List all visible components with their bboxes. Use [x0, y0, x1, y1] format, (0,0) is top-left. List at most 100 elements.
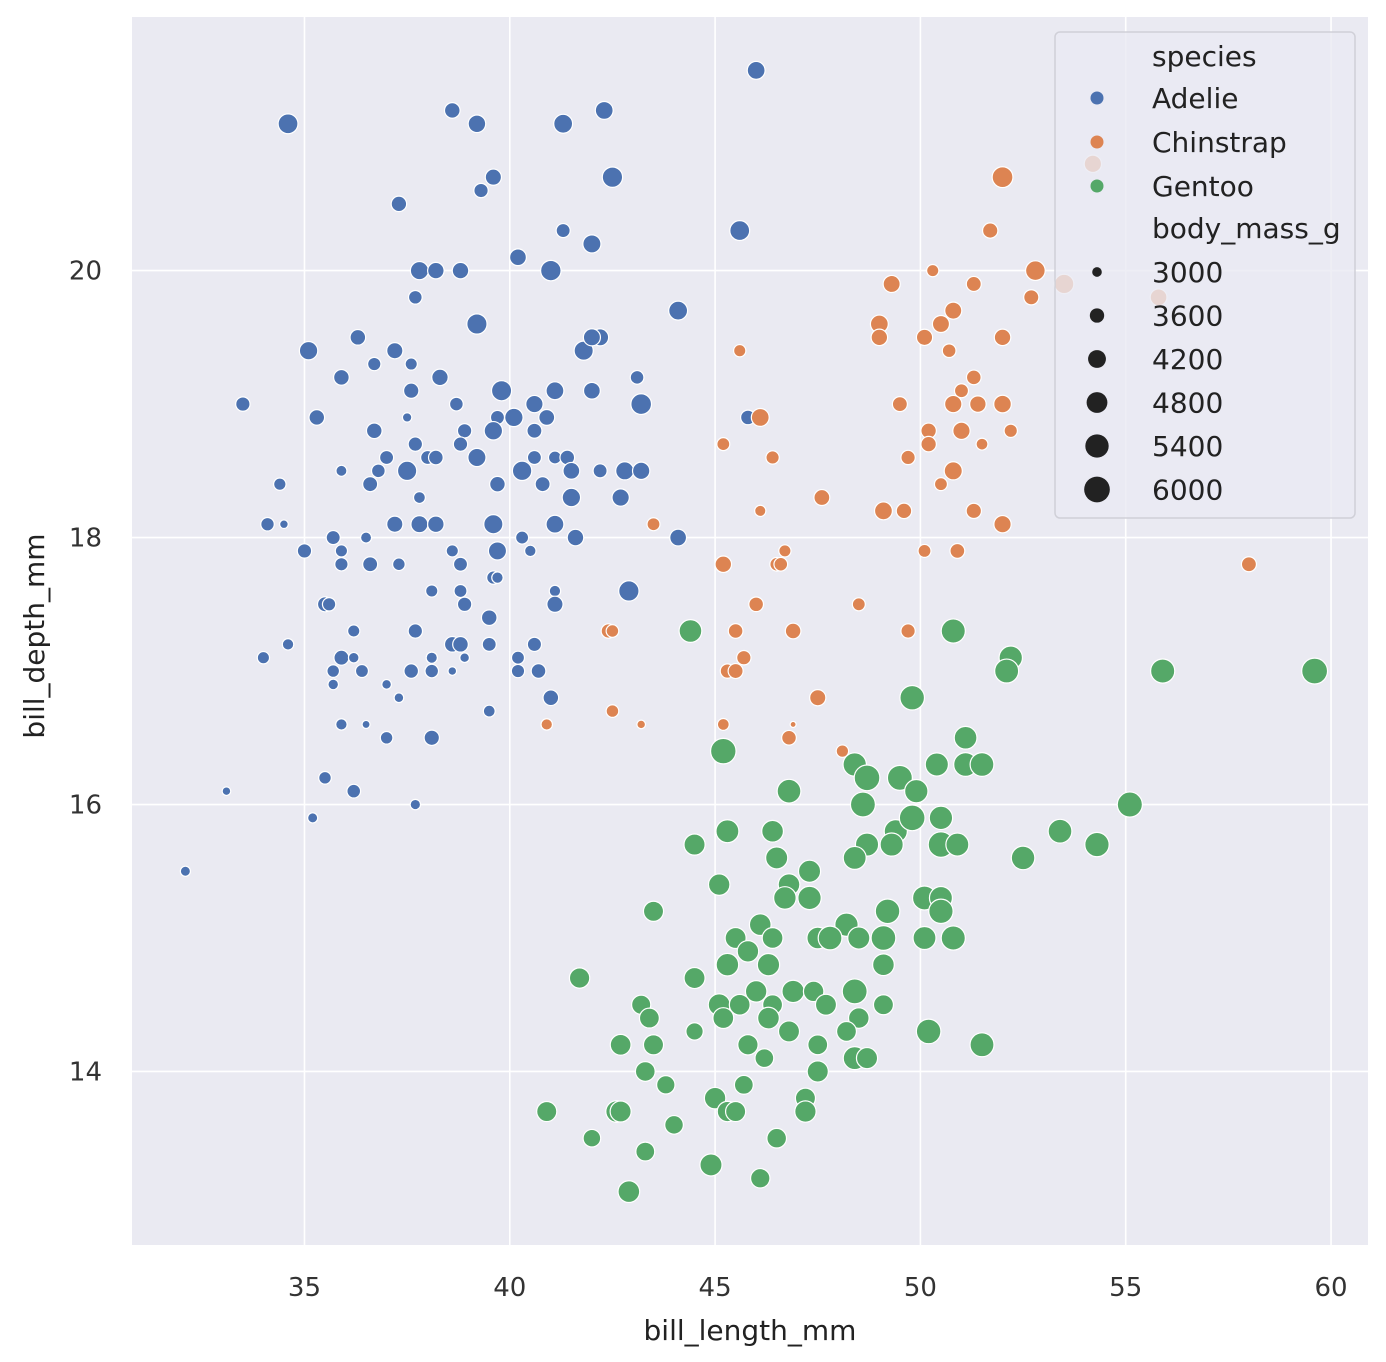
- data-point-gentoo: [609, 1033, 632, 1056]
- data-point-chinstrap: [949, 542, 966, 559]
- data-point-gentoo: [683, 966, 706, 990]
- data-point-gentoo: [715, 952, 740, 977]
- data-point-chinstrap: [931, 314, 951, 334]
- legend-size-marker: [1084, 476, 1110, 503]
- data-point-adelie: [526, 636, 543, 653]
- data-point-adelie: [582, 234, 602, 254]
- data-point-chinstrap: [773, 556, 789, 572]
- data-point-gentoo: [582, 1128, 602, 1148]
- data-point-chinstrap: [750, 407, 770, 427]
- data-point-adelie: [453, 583, 468, 599]
- data-point-gentoo: [736, 940, 760, 963]
- data-point-gentoo: [928, 898, 954, 925]
- data-point-gentoo: [724, 1100, 747, 1123]
- data-point-gentoo: [953, 725, 978, 750]
- data-point-adelie: [540, 259, 562, 282]
- data-point-adelie: [483, 420, 504, 441]
- data-point-adelie: [381, 678, 393, 690]
- data-point-gentoo: [928, 805, 954, 831]
- data-point-gentoo: [1010, 845, 1036, 871]
- data-point-adelie: [256, 650, 271, 665]
- data-point-gentoo: [879, 832, 904, 857]
- data-point-gentoo: [781, 979, 805, 1004]
- data-point-chinstrap: [1240, 556, 1258, 573]
- data-point-adelie: [555, 222, 571, 239]
- legend-size-label: 4800: [1152, 387, 1223, 420]
- x-axis-label: bill_length_mm: [644, 1314, 857, 1347]
- data-point-chinstrap: [952, 421, 971, 441]
- data-point-adelie: [631, 461, 651, 481]
- data-point-adelie: [386, 515, 404, 533]
- data-point-adelie: [179, 865, 192, 877]
- data-point-chinstrap: [733, 343, 747, 358]
- data-point-chinstrap: [882, 274, 901, 294]
- data-point-gentoo: [777, 1020, 801, 1043]
- data-point-adelie: [452, 436, 469, 452]
- data-point-gentoo: [874, 898, 901, 925]
- legend-size-label: 6000: [1152, 474, 1223, 507]
- data-point-adelie: [334, 544, 349, 558]
- data-point-adelie: [335, 718, 348, 731]
- data-point-gentoo: [1116, 791, 1143, 818]
- data-point-adelie: [427, 261, 445, 280]
- data-point-adelie: [546, 595, 564, 614]
- data-point-gentoo: [994, 658, 1020, 684]
- data-point-adelie: [615, 461, 635, 481]
- data-point-adelie: [409, 260, 430, 281]
- data-point-adelie: [298, 340, 319, 361]
- data-point-adelie: [410, 515, 429, 534]
- data-point-chinstrap: [748, 596, 765, 613]
- legend-size-label: 5400: [1152, 430, 1223, 463]
- data-point-gentoo: [853, 764, 881, 792]
- data-point-gentoo: [712, 1007, 735, 1030]
- data-point-adelie: [370, 463, 386, 479]
- data-point-chinstrap: [993, 514, 1012, 534]
- data-point-adelie: [393, 692, 405, 704]
- y-tick-labels: 14 16 18 20: [69, 257, 102, 1088]
- y-tick-label: 20: [69, 257, 102, 287]
- data-point-adelie: [221, 786, 232, 797]
- data-point-adelie: [365, 422, 383, 440]
- data-point-chinstrap: [716, 437, 731, 452]
- data-point-chinstrap: [917, 543, 932, 558]
- data-point-gentoo: [872, 994, 895, 1016]
- data-point-chinstrap: [933, 477, 949, 492]
- data-point-adelie: [307, 812, 319, 824]
- data-point-adelie: [515, 530, 530, 545]
- data-point-gentoo: [904, 778, 929, 804]
- data-point-gentoo: [683, 833, 706, 856]
- data-point-chinstrap: [915, 328, 934, 347]
- legend-marker-adelie: [1090, 91, 1104, 105]
- data-point-adelie: [482, 704, 496, 718]
- data-point-adelie: [483, 514, 504, 535]
- data-point-gentoo: [969, 1032, 995, 1058]
- data-point-adelie: [308, 409, 326, 426]
- data-point-adelie: [618, 580, 640, 602]
- data-point-adelie: [402, 382, 420, 399]
- y-tick-label: 16: [69, 791, 102, 821]
- data-point-chinstrap: [991, 166, 1014, 189]
- legend-box: [1054, 31, 1356, 519]
- data-point-adelie: [456, 423, 473, 439]
- data-point-adelie: [548, 584, 562, 598]
- data-point-adelie: [386, 341, 404, 360]
- data-point-gentoo: [635, 1141, 656, 1162]
- y-tick-label: 14: [69, 1057, 102, 1087]
- data-point-adelie: [542, 689, 560, 707]
- data-point-chinstrap: [540, 718, 554, 731]
- data-point-adelie: [447, 666, 458, 676]
- data-point-gentoo: [870, 925, 897, 951]
- data-point-gentoo: [642, 900, 665, 922]
- data-point-adelie: [334, 556, 349, 572]
- data-point-adelie: [582, 381, 601, 400]
- data-point-adelie: [403, 663, 420, 679]
- data-point-chinstrap: [969, 395, 987, 413]
- data-point-chinstrap: [1023, 289, 1040, 306]
- data-point-gentoo: [1047, 818, 1073, 844]
- data-point-adelie: [448, 396, 464, 412]
- data-point-adelie: [538, 408, 556, 426]
- legend-marker-chinstrap: [1090, 135, 1104, 149]
- data-point-adelie: [333, 368, 350, 386]
- data-point-adelie: [582, 328, 602, 347]
